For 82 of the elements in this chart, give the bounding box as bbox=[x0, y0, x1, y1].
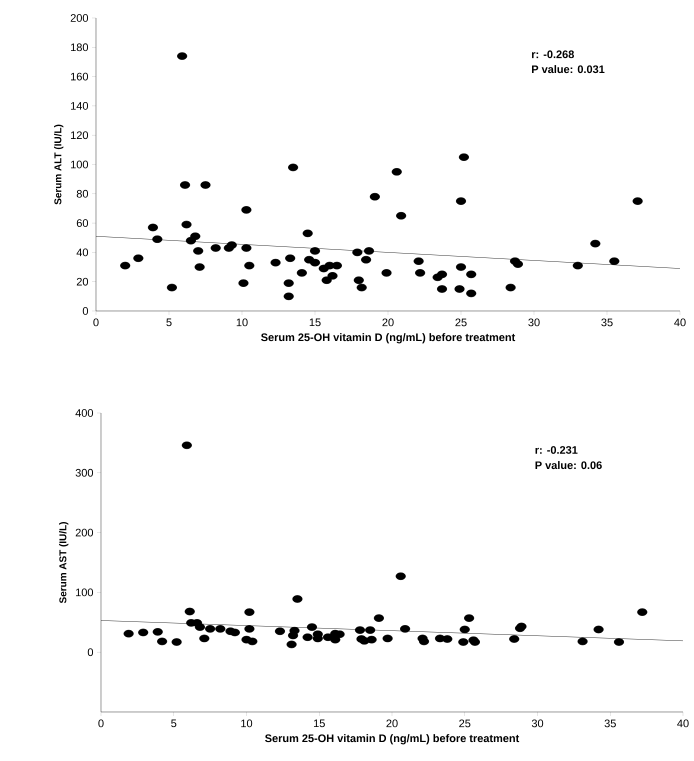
point bbox=[509, 635, 520, 643]
x-tick-label: 30 bbox=[528, 318, 540, 326]
x-tick-label: 40 bbox=[674, 318, 686, 326]
point bbox=[365, 626, 376, 634]
x-tick-label: 0 bbox=[93, 318, 99, 326]
y-tick-label: 80 bbox=[76, 190, 88, 198]
point bbox=[194, 623, 205, 631]
y-tick-label: 140 bbox=[71, 102, 88, 110]
point bbox=[382, 634, 393, 642]
y-tick-label: 100 bbox=[71, 160, 88, 168]
point bbox=[286, 640, 297, 648]
point bbox=[366, 636, 377, 644]
point bbox=[614, 638, 624, 646]
x-tick-label: 5 bbox=[171, 720, 176, 728]
point bbox=[172, 638, 182, 646]
y-tick-label: 300 bbox=[76, 468, 94, 477]
y-tick-label: 400 bbox=[75, 409, 94, 417]
annotation: r: -0.231 bbox=[536, 446, 578, 454]
x-tick-label: 35 bbox=[601, 318, 613, 326]
point bbox=[244, 608, 254, 616]
y-tick-label: 0 bbox=[88, 648, 94, 656]
y-tick-label: 60 bbox=[76, 219, 88, 227]
x-tick-label: 25 bbox=[455, 318, 467, 326]
x-tick-label: 0 bbox=[98, 720, 104, 728]
point bbox=[460, 626, 470, 634]
point bbox=[138, 628, 148, 636]
y-tick-label: 200 bbox=[70, 14, 88, 22]
point bbox=[184, 608, 195, 616]
annotation: r: -0.268 bbox=[532, 50, 574, 58]
x-tick-label: 15 bbox=[310, 318, 321, 326]
y-tick-label: 40 bbox=[76, 248, 88, 256]
y-tick-label: 200 bbox=[76, 528, 94, 536]
point bbox=[244, 625, 254, 633]
point bbox=[230, 628, 240, 636]
y-tick-label: 0 bbox=[82, 307, 88, 315]
point bbox=[418, 638, 430, 646]
y-tick-label: 160 bbox=[71, 72, 88, 80]
x-tick-label: 10 bbox=[236, 318, 248, 326]
point bbox=[182, 441, 192, 450]
point bbox=[594, 626, 604, 634]
x-axis-title: Serum 25-OH vitamin D (ng/mL) before treatment bbox=[265, 734, 520, 744]
y-tick-label: 120 bbox=[71, 131, 88, 140]
point bbox=[205, 625, 216, 633]
x-tick-label: 20 bbox=[386, 720, 398, 728]
x-tick-label: 5 bbox=[166, 318, 172, 326]
x-tick-label: 35 bbox=[604, 720, 616, 728]
point bbox=[354, 626, 366, 634]
point bbox=[637, 608, 648, 616]
y-axis-title: Serum ALT (IU/L) bbox=[54, 124, 64, 205]
point bbox=[124, 630, 134, 638]
y-tick-label: 180 bbox=[71, 43, 88, 52]
point bbox=[458, 638, 468, 646]
x-tick-label: 20 bbox=[382, 318, 394, 326]
x-tick-label: 30 bbox=[532, 720, 544, 728]
point bbox=[442, 635, 452, 643]
point bbox=[330, 636, 340, 644]
point bbox=[152, 628, 163, 636]
point bbox=[289, 626, 300, 634]
annotation: P value: 0.031 bbox=[532, 65, 604, 74]
point bbox=[215, 625, 226, 633]
point bbox=[578, 638, 588, 646]
point bbox=[199, 634, 210, 642]
point bbox=[247, 638, 258, 646]
point bbox=[274, 627, 286, 636]
y-axis-title: Serum AST (IU/L) bbox=[59, 522, 68, 604]
point bbox=[312, 634, 323, 642]
x-tick-label: 40 bbox=[677, 720, 689, 728]
point bbox=[157, 638, 168, 646]
point bbox=[374, 614, 384, 622]
point bbox=[302, 633, 313, 642]
point bbox=[306, 623, 318, 631]
y-tick-label: 20 bbox=[76, 278, 88, 286]
x-tick-label: 25 bbox=[459, 720, 470, 728]
x-tick-label: 10 bbox=[241, 720, 252, 728]
point bbox=[292, 595, 302, 603]
point bbox=[464, 614, 474, 622]
annotation: P value: 0.06 bbox=[536, 461, 602, 470]
point bbox=[396, 572, 406, 580]
x-tick-label: 15 bbox=[314, 720, 325, 728]
x-axis-title: Serum 25-OH vitamin D (ng/mL) before treatment bbox=[261, 333, 516, 344]
point bbox=[400, 625, 410, 633]
y-tick-label: 100 bbox=[76, 588, 94, 596]
